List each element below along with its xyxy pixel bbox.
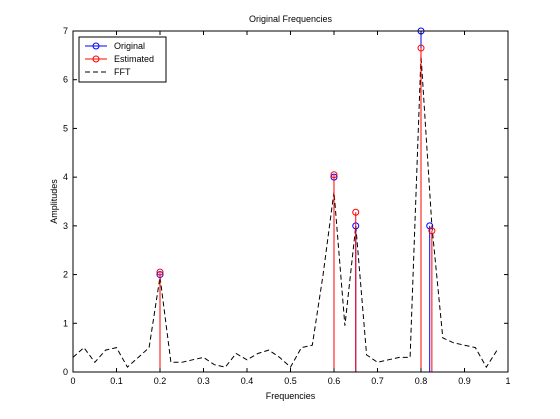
original-legend-label: Original — [114, 41, 145, 51]
x-tick-label: 0.1 — [110, 376, 123, 386]
legend: Original Estimated FFT — [78, 36, 167, 83]
x-tick-label: 0.3 — [197, 376, 210, 386]
y-tick-label: 7 — [63, 26, 68, 36]
y-tick-label: 6 — [63, 75, 68, 85]
y-tick-label: 4 — [63, 172, 68, 182]
y-tick-label: 2 — [63, 270, 68, 280]
estimated-marker — [428, 227, 436, 235]
x-tick-label: 0.8 — [415, 376, 428, 386]
estimated-marker — [352, 208, 360, 216]
x-axis-label: Frequencies — [266, 391, 316, 401]
y-tick-label: 5 — [63, 123, 68, 133]
estimated-marker — [330, 171, 338, 179]
x-tick-label: 0.9 — [458, 376, 471, 386]
x-tick-label: 0.6 — [328, 376, 341, 386]
plot-area — [73, 31, 508, 372]
x-tick-label: 0.7 — [371, 376, 384, 386]
x-tick-label: 0.4 — [241, 376, 254, 386]
y-axis-label: Amplitudes — [49, 179, 59, 224]
y-tick-label: 3 — [63, 221, 68, 231]
x-tick-label: 0.5 — [284, 376, 297, 386]
data-layer — [72, 27, 498, 372]
y-tick-label: 1 — [63, 318, 68, 328]
x-tick-label: 1 — [505, 376, 510, 386]
fft-legend-label: FFT — [114, 67, 131, 77]
estimated-marker — [156, 268, 164, 276]
chart-title: Original Frequencies — [249, 14, 333, 24]
original-legend-marker — [92, 42, 100, 50]
estimated-legend-marker — [92, 55, 100, 63]
estimated-marker — [417, 44, 425, 52]
y-tick-label: 0 — [63, 367, 68, 377]
x-tick-label: 0.2 — [154, 376, 167, 386]
fft-series-line — [72, 55, 498, 369]
estimated-legend-label: Estimated — [114, 54, 154, 64]
x-tick-label: 0 — [70, 376, 75, 386]
axes-layer: 0 0.1 0.2 0.3 0.4 0.5 0.6 0.7 0.8 0.9 1 0 1 2 3 4 5 6 7 — [63, 26, 511, 386]
